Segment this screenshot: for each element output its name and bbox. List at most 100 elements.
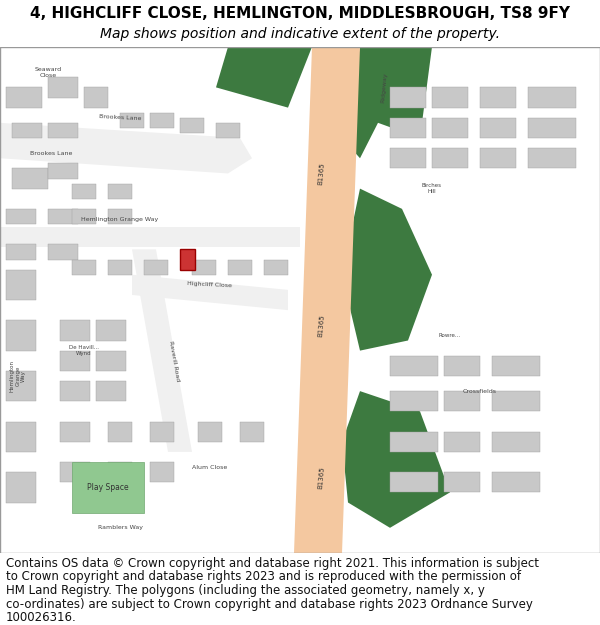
Bar xyxy=(240,421,264,442)
Bar xyxy=(180,249,195,269)
Bar xyxy=(492,391,540,411)
Bar xyxy=(48,209,78,224)
Text: Brookes Lane: Brookes Lane xyxy=(30,151,73,156)
Bar xyxy=(6,421,36,452)
Bar xyxy=(390,148,426,168)
Text: Highcliff Close: Highcliff Close xyxy=(187,281,233,289)
Bar xyxy=(72,462,144,512)
Bar xyxy=(6,472,36,502)
Text: Ridgeway: Ridgeway xyxy=(380,72,388,103)
Bar xyxy=(444,432,480,452)
Text: 100026316.: 100026316. xyxy=(6,611,77,624)
Text: B1365: B1365 xyxy=(317,314,325,337)
Bar xyxy=(150,462,174,482)
Bar xyxy=(216,122,240,138)
Polygon shape xyxy=(0,122,252,173)
Bar xyxy=(432,148,468,168)
Bar xyxy=(108,462,132,482)
Bar xyxy=(96,351,126,371)
Bar xyxy=(264,259,288,275)
Bar xyxy=(6,269,36,300)
Text: Contains OS data © Crown copyright and database right 2021. This information is : Contains OS data © Crown copyright and d… xyxy=(6,557,539,570)
Bar xyxy=(96,381,126,401)
Text: Raverill Road: Raverill Road xyxy=(168,340,180,381)
Bar xyxy=(390,118,426,138)
Bar xyxy=(12,168,48,189)
Bar xyxy=(6,88,42,108)
Bar xyxy=(120,112,144,128)
Text: co-ordinates) are subject to Crown copyright and database rights 2023 Ordnance S: co-ordinates) are subject to Crown copyr… xyxy=(6,598,533,611)
Bar xyxy=(108,184,132,199)
Bar xyxy=(6,371,36,401)
Text: Ramblers Way: Ramblers Way xyxy=(97,525,143,530)
Bar xyxy=(492,432,540,452)
Bar xyxy=(150,112,174,128)
Bar xyxy=(6,244,36,259)
Bar xyxy=(144,259,168,275)
Bar xyxy=(480,148,516,168)
Polygon shape xyxy=(294,47,360,553)
Bar xyxy=(60,351,90,371)
Bar xyxy=(390,472,438,492)
Text: to Crown copyright and database rights 2023 and is reproduced with the permissio: to Crown copyright and database rights 2… xyxy=(6,571,521,583)
Bar xyxy=(6,209,36,224)
Bar xyxy=(228,259,252,275)
Bar xyxy=(72,209,96,224)
Bar xyxy=(528,88,576,108)
Polygon shape xyxy=(342,391,450,528)
Bar xyxy=(60,421,90,442)
Text: Map shows position and indicative extent of the property.: Map shows position and indicative extent… xyxy=(100,27,500,41)
Bar xyxy=(96,320,126,341)
Polygon shape xyxy=(342,189,432,351)
Bar xyxy=(12,122,42,138)
Bar xyxy=(108,421,132,442)
Bar xyxy=(198,421,222,442)
Bar xyxy=(84,88,108,108)
Bar xyxy=(444,356,480,376)
Polygon shape xyxy=(132,275,288,310)
Text: Alum Close: Alum Close xyxy=(193,464,227,469)
Bar xyxy=(444,391,480,411)
Text: B1365: B1365 xyxy=(317,466,325,489)
Bar xyxy=(480,88,516,108)
Bar xyxy=(432,88,468,108)
Bar xyxy=(480,118,516,138)
Bar xyxy=(6,320,36,351)
Text: Seaward
Close: Seaward Close xyxy=(34,67,62,78)
Polygon shape xyxy=(216,47,312,108)
Text: Hemlington
Grange
Way: Hemlington Grange Way xyxy=(10,360,26,392)
Bar xyxy=(48,244,78,259)
Bar xyxy=(444,472,480,492)
Bar xyxy=(60,462,90,482)
Bar xyxy=(492,356,540,376)
Bar xyxy=(48,122,78,138)
Bar xyxy=(108,259,132,275)
Bar xyxy=(528,148,576,168)
Text: HM Land Registry. The polygons (including the associated geometry, namely x, y: HM Land Registry. The polygons (includin… xyxy=(6,584,485,597)
Text: 4, HIGHCLIFF CLOSE, HEMLINGTON, MIDDLESBROUGH, TS8 9FY: 4, HIGHCLIFF CLOSE, HEMLINGTON, MIDDLESB… xyxy=(30,6,570,21)
Polygon shape xyxy=(0,227,300,247)
Bar xyxy=(432,118,468,138)
Text: Birches
Hill: Birches Hill xyxy=(422,183,442,194)
Bar xyxy=(48,78,78,98)
Polygon shape xyxy=(132,249,192,452)
Bar xyxy=(72,184,96,199)
Bar xyxy=(72,259,96,275)
Bar xyxy=(60,381,90,401)
Text: B1365: B1365 xyxy=(317,162,325,185)
Text: De Havill...
Wynd: De Havill... Wynd xyxy=(69,345,99,356)
Bar xyxy=(390,432,438,452)
Text: Crossfields: Crossfields xyxy=(463,389,497,394)
Text: Play Space: Play Space xyxy=(87,482,129,492)
Bar xyxy=(60,320,90,341)
Bar xyxy=(390,391,438,411)
Text: Brookes Lane: Brookes Lane xyxy=(99,114,141,121)
Bar xyxy=(390,88,426,108)
Bar xyxy=(192,259,216,275)
Text: Rowre...: Rowre... xyxy=(439,333,461,338)
Bar xyxy=(180,118,204,133)
Bar xyxy=(528,118,576,138)
Bar xyxy=(108,209,132,224)
Bar xyxy=(492,472,540,492)
Bar xyxy=(48,163,78,179)
